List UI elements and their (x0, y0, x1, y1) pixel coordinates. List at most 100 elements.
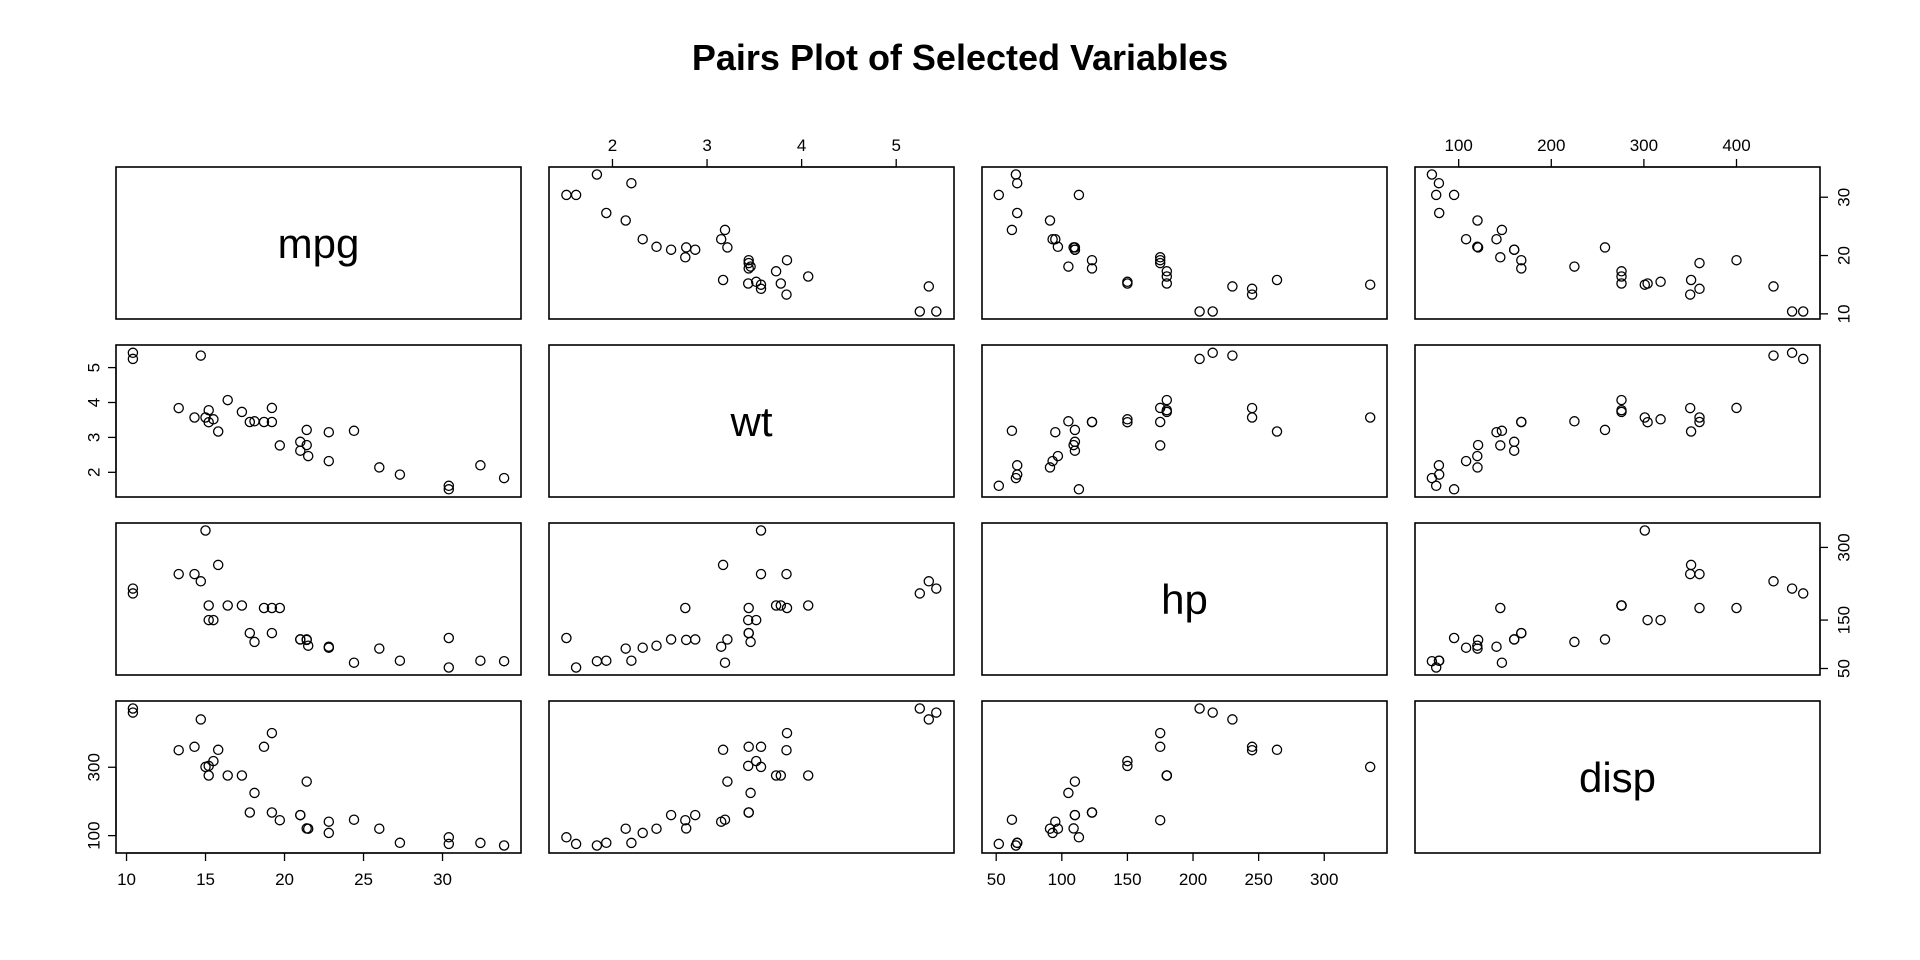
data-point (258, 741, 270, 753)
panel-mpg-vs-mpg: mpg (115, 166, 522, 320)
data-point (222, 770, 233, 781)
data-point (1616, 266, 1627, 277)
data-point (1011, 837, 1023, 849)
data-point (601, 207, 612, 219)
data-point (1006, 425, 1018, 437)
data-point (1433, 469, 1445, 480)
data-point (1491, 426, 1502, 438)
data-point (1616, 394, 1627, 406)
data-point (1246, 289, 1258, 300)
tick-label-disp: 200 (1537, 136, 1565, 155)
data-point (1569, 636, 1580, 648)
data-point (1797, 588, 1809, 599)
data-point (1516, 254, 1527, 266)
data-point (1516, 263, 1527, 274)
data-point (1122, 414, 1133, 425)
data-point (1496, 224, 1508, 236)
panel-disp-vs-disp: disp (1414, 700, 1821, 854)
data-point (222, 394, 233, 406)
data-point (1731, 254, 1742, 266)
data-point (208, 614, 219, 626)
data-point (743, 627, 754, 639)
data-point (1599, 424, 1611, 436)
tick-label-wt: 4 (85, 398, 104, 407)
data-point (1516, 416, 1527, 428)
data-point (1516, 627, 1527, 639)
data-point (802, 770, 814, 781)
data-point (1685, 426, 1697, 437)
data-point (323, 827, 335, 839)
data-point (443, 632, 455, 644)
data-point (189, 741, 200, 753)
panel-hp-vs-wt (548, 522, 955, 676)
data-point (443, 480, 455, 492)
data-point (1496, 425, 1508, 437)
tick-label-disp: 300 (1630, 136, 1658, 155)
data-point (1207, 306, 1218, 317)
data-point (1639, 412, 1651, 423)
panel-disp-vs-mpg (115, 700, 522, 854)
data-point (923, 576, 935, 587)
panel-frame (1414, 700, 1821, 854)
data-point (651, 241, 662, 253)
data-point (295, 634, 306, 645)
data-point (755, 761, 767, 773)
tick-label-mpg: 20 (1835, 246, 1854, 265)
data-point (755, 279, 767, 290)
data-point (258, 602, 270, 614)
data-point (1006, 814, 1018, 825)
data-point (719, 657, 731, 668)
data-point (923, 281, 935, 292)
data-point (323, 426, 335, 438)
data-point (249, 787, 260, 799)
data-point (781, 602, 793, 614)
data-point (1207, 347, 1218, 359)
data-point (127, 588, 139, 599)
data-point (743, 602, 754, 614)
data-point (1161, 770, 1173, 781)
data-point (1006, 224, 1018, 236)
data-point (802, 271, 814, 282)
data-point (1599, 634, 1611, 645)
data-point (722, 242, 733, 253)
data-point (1472, 634, 1484, 646)
data-point (802, 600, 814, 611)
data-point (301, 776, 312, 787)
tick-label-mpg: 20 (275, 870, 294, 889)
tick-label-mpg: 10 (1835, 304, 1854, 323)
data-point (173, 568, 184, 580)
data-point (781, 727, 793, 739)
data-point (745, 261, 756, 272)
data-point (651, 823, 662, 834)
data-point (1068, 823, 1079, 834)
data-point (1073, 484, 1085, 495)
data-point (1642, 614, 1653, 626)
data-point (348, 814, 360, 825)
data-point (1194, 306, 1205, 317)
data-point (914, 703, 926, 714)
data-point (1227, 350, 1238, 361)
data-point (195, 350, 207, 361)
data-point (1731, 602, 1742, 614)
tick-label-disp: 300 (85, 753, 104, 781)
data-point (295, 436, 306, 448)
data-point (323, 641, 335, 652)
data-point (1694, 412, 1705, 423)
data-point (236, 770, 248, 781)
data-point (591, 840, 603, 851)
data-point (1154, 416, 1166, 428)
diagonal-label-wt: wt (730, 398, 773, 445)
data-point (266, 627, 278, 639)
data-point (717, 274, 729, 286)
data-point (993, 838, 1005, 850)
data-point (1616, 278, 1627, 289)
data-point (1426, 169, 1438, 180)
data-point (743, 254, 754, 266)
data-point (1685, 274, 1697, 286)
data-point (680, 602, 691, 614)
data-point (1508, 436, 1520, 448)
data-point (715, 233, 727, 245)
data-point (1161, 266, 1173, 277)
data-point (266, 416, 278, 428)
data-point (212, 426, 224, 437)
